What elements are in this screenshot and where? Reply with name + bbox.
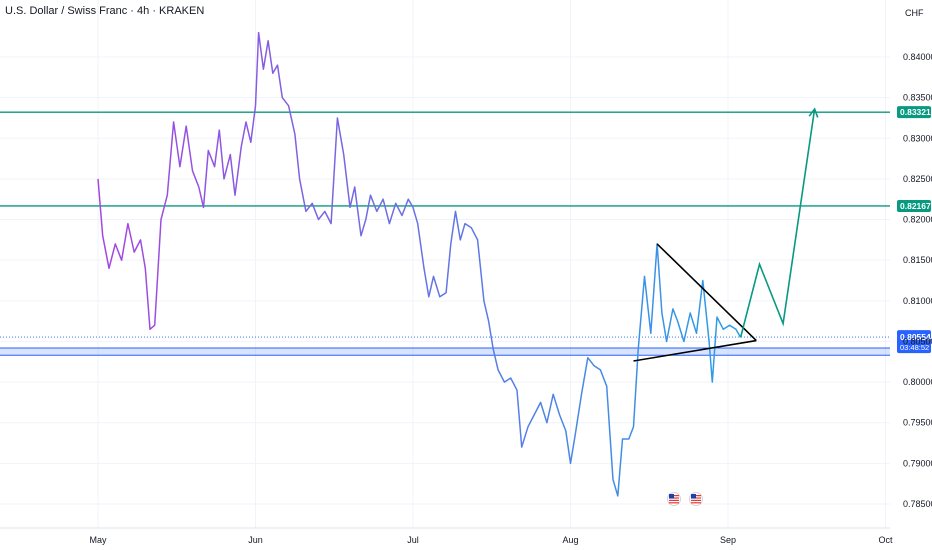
triangle-upper-trendline xyxy=(656,243,757,342)
level-price-label: 0.83321 xyxy=(900,107,931,117)
current-price-label: 0.80554 xyxy=(900,332,931,342)
support-band-fill xyxy=(0,347,890,356)
price-line xyxy=(97,31,742,497)
x-tick-label: Jul xyxy=(407,535,419,545)
bar-countdown-label: 03:48:52 xyxy=(900,343,929,352)
y-tick-label: 0.78500 xyxy=(903,499,932,509)
us-flag-event-2-icon[interactable] xyxy=(689,492,703,506)
x-tick-label: Oct xyxy=(878,535,893,545)
symbol-title: U.S. Dollar / Swiss Franc · 4h · KRAKEN xyxy=(5,5,205,17)
currency-label: CHF xyxy=(905,8,924,18)
triangle-lower-trendline xyxy=(633,339,757,362)
time-axis[interactable]: May Jun Jul Aug Sep Oct xyxy=(0,527,893,545)
x-tick-label: May xyxy=(89,535,107,545)
price-series xyxy=(97,31,742,497)
drawing-annotations[interactable] xyxy=(633,107,819,362)
level-price-tag xyxy=(897,199,931,212)
projection-path xyxy=(739,108,816,338)
level-price-tag xyxy=(897,106,931,119)
current-price-tag[interactable] xyxy=(897,330,931,354)
us-flag-event-1-icon[interactable] xyxy=(667,492,681,506)
x-tick-label: Jun xyxy=(248,535,263,545)
event-flags[interactable] xyxy=(667,492,703,506)
level-price-label: 0.82167 xyxy=(900,201,931,211)
x-tick-label: Aug xyxy=(562,535,578,545)
grid-lines xyxy=(0,0,890,528)
x-tick-label: Sep xyxy=(720,535,736,545)
support-band xyxy=(0,347,890,356)
projection-arrowhead-icon xyxy=(808,107,819,118)
